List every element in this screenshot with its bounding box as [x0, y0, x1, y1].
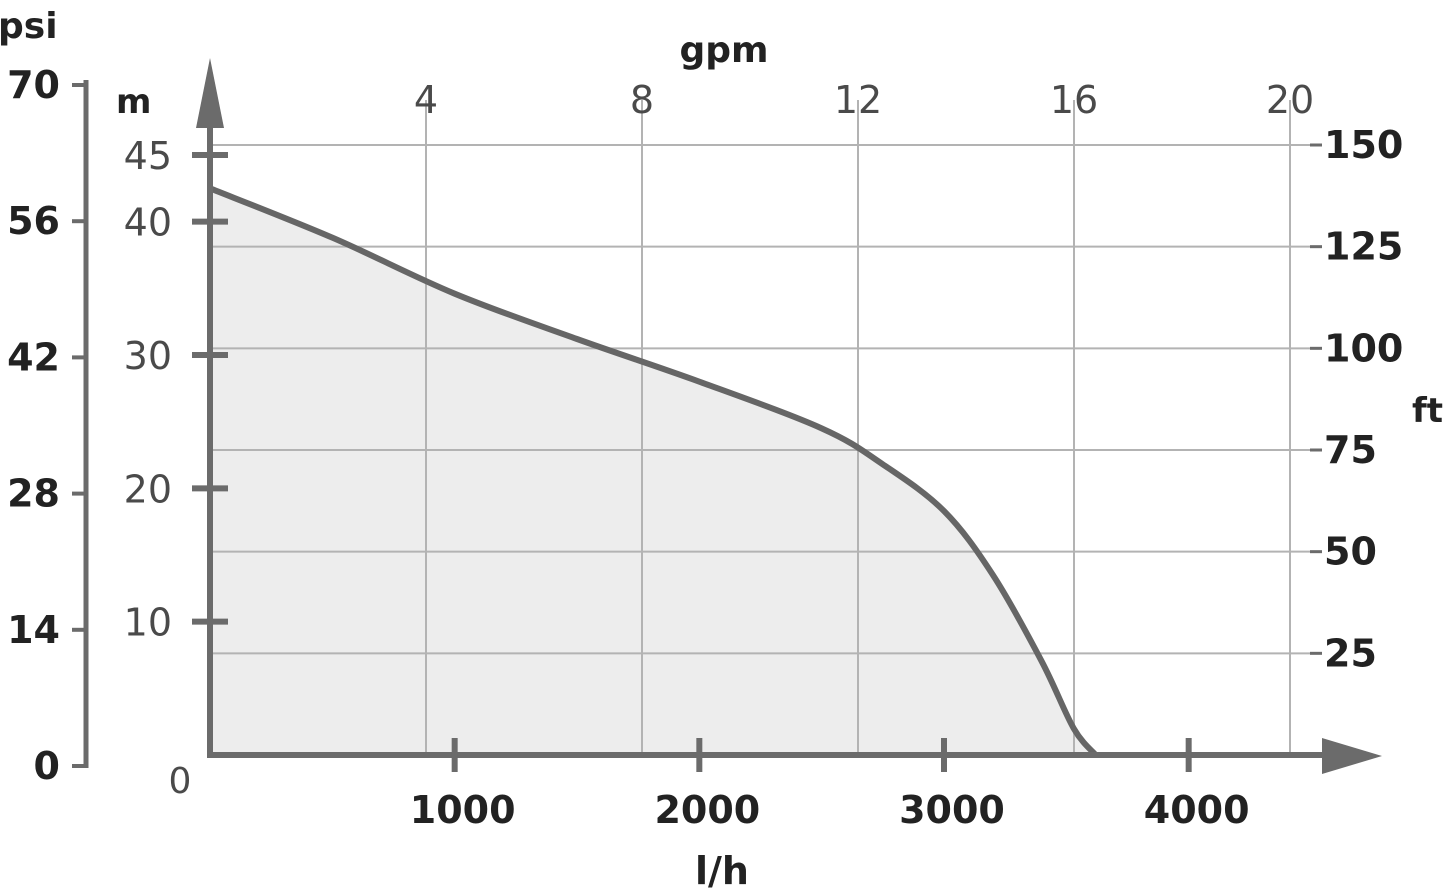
- m-tick-label-30: 30: [124, 334, 172, 378]
- gpm-tick-label-4: 4: [414, 78, 438, 122]
- curve-layer: [208, 185, 1099, 758]
- lph-axis-label: l/h: [695, 849, 749, 893]
- psi-tick-label-56: 56: [7, 199, 60, 243]
- gpm-tick-label-20: 20: [1266, 78, 1314, 122]
- ft-tick-label-75: 75: [1324, 428, 1377, 472]
- lph-tick-label-4000: 4000: [1144, 788, 1250, 832]
- performance-curve-line: [208, 185, 1099, 758]
- ft-tick-label-50: 50: [1324, 530, 1377, 574]
- psi-tick-label-14: 14: [7, 608, 60, 652]
- psi-tick-label-28: 28: [7, 472, 60, 516]
- m-tick-label-45: 45: [124, 134, 172, 178]
- gpm-tick-label-8: 8: [630, 78, 654, 122]
- psi-axis-label: psi: [0, 6, 58, 47]
- psi-tick-label-70: 70: [7, 63, 60, 107]
- m-tick-label-10: 10: [124, 601, 172, 645]
- ft-tick-label-100: 100: [1324, 326, 1403, 370]
- psi-tick-label-42: 42: [7, 335, 60, 379]
- ft-tick-label-125: 125: [1324, 225, 1403, 269]
- psi-tick-label-0: 0: [34, 744, 60, 788]
- m-tick-label-20: 20: [124, 467, 172, 511]
- lph-tick-label-2000: 2000: [654, 788, 760, 832]
- lph-tick-label-1000: 1000: [410, 788, 516, 832]
- ft-axis-label: ft: [1412, 391, 1443, 431]
- origin-label: 0: [169, 761, 192, 802]
- curve-fill-area: [210, 188, 1096, 756]
- ft-tick-label-25: 25: [1324, 631, 1377, 675]
- gpm-tick-label-12: 12: [834, 78, 882, 122]
- gpm-tick-label-16: 16: [1050, 78, 1098, 122]
- x-axis-arrow-icon: [1322, 738, 1382, 774]
- labels-layer: psi m gpm ft l/h 0: [0, 6, 1443, 893]
- gpm-axis-label: gpm: [679, 30, 768, 71]
- area-layer: [210, 188, 1096, 756]
- ft-tick-label-150: 150: [1324, 123, 1403, 167]
- m-tick-label-40: 40: [124, 201, 172, 245]
- lph-tick-label-3000: 3000: [899, 788, 1005, 832]
- axes-layer: [83, 58, 1382, 774]
- y-axis-arrow-icon: [196, 58, 224, 128]
- grid-layer: [210, 100, 1320, 755]
- m-axis-label: m: [116, 82, 151, 122]
